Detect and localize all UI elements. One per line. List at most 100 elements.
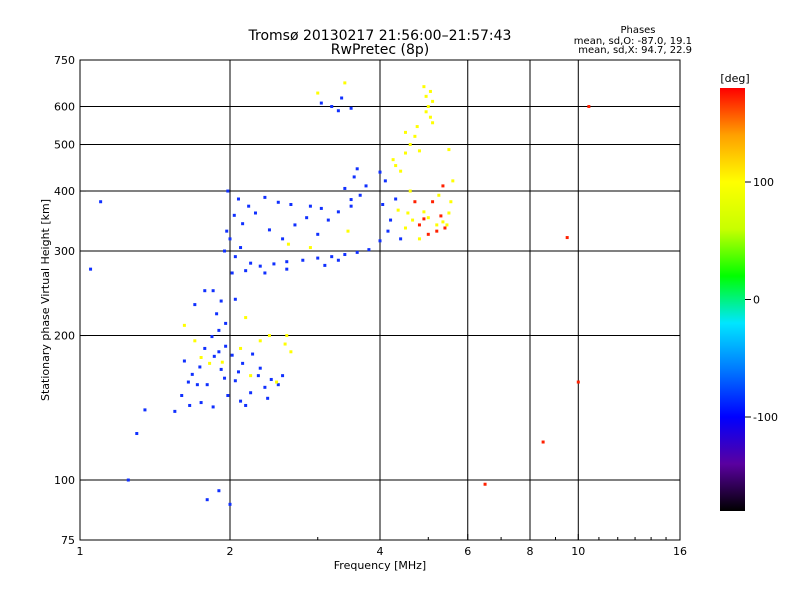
- data-point: [343, 253, 347, 257]
- data-point: [445, 223, 449, 227]
- data-point: [99, 200, 103, 204]
- data-point: [228, 237, 232, 241]
- data-point: [244, 403, 248, 407]
- data-point: [230, 353, 234, 357]
- data-point: [217, 489, 221, 493]
- data-point: [435, 223, 439, 227]
- data-point: [211, 405, 215, 409]
- data-point: [378, 170, 382, 174]
- data-point: [289, 350, 293, 354]
- colorbar-label: [deg]: [720, 72, 749, 85]
- data-point: [220, 360, 224, 364]
- data-point: [340, 96, 344, 100]
- data-point: [241, 222, 245, 226]
- colorbar-tick-label: -100: [753, 411, 778, 424]
- data-point: [251, 352, 255, 356]
- data-point: [343, 81, 347, 85]
- data-point: [447, 211, 451, 215]
- data-point: [426, 105, 430, 109]
- data-point: [358, 193, 362, 197]
- data-point: [330, 255, 334, 259]
- y-tick-label: 500: [54, 139, 75, 152]
- data-point: [263, 385, 267, 389]
- data-point: [182, 359, 186, 363]
- data-point: [403, 130, 407, 134]
- axis-ticks: 1 2 4 6 8 10 16 75 100 200 300 400 500 600 750: [54, 54, 687, 558]
- data-point: [249, 374, 253, 378]
- data-point: [355, 167, 359, 171]
- data-point: [210, 335, 214, 339]
- y-tick-label: 400: [54, 185, 75, 198]
- data-point: [212, 354, 216, 358]
- data-point: [285, 260, 289, 264]
- y-tick-label: 600: [54, 101, 75, 114]
- data-point: [403, 151, 407, 155]
- data-point: [232, 213, 236, 217]
- y-tick-label: 75: [61, 534, 75, 547]
- data-point: [203, 289, 207, 293]
- data-point: [249, 391, 253, 395]
- data-point: [330, 105, 334, 109]
- data-point: [305, 216, 309, 220]
- data-point: [236, 370, 240, 374]
- data-point: [247, 204, 251, 208]
- data-point: [215, 312, 219, 316]
- data-point: [199, 401, 203, 405]
- data-point: [173, 409, 177, 413]
- data-point: [286, 242, 290, 246]
- data-point: [415, 125, 419, 129]
- data-point: [422, 210, 426, 214]
- data-point: [316, 256, 320, 260]
- data-point: [195, 383, 199, 387]
- data-point: [417, 237, 421, 241]
- data-point: [422, 85, 426, 89]
- data-point: [408, 189, 412, 193]
- data-point: [403, 226, 407, 230]
- data-point: [301, 258, 305, 262]
- data-point: [355, 250, 359, 254]
- data-point: [226, 394, 230, 398]
- data-point: [267, 334, 271, 338]
- data-point: [244, 316, 248, 320]
- data-point: [135, 432, 139, 436]
- x-tick-label: 1: [77, 545, 84, 558]
- data-point: [319, 101, 323, 105]
- data-point: [225, 229, 229, 233]
- data-point: [269, 377, 273, 381]
- data-point: [326, 218, 330, 222]
- data-point: [352, 175, 356, 179]
- data-point: [417, 223, 421, 227]
- data-point: [267, 228, 271, 232]
- data-point: [349, 204, 353, 208]
- data-point: [219, 299, 223, 303]
- data-point: [364, 184, 368, 188]
- x-tick-label: 10: [571, 545, 585, 558]
- data-point: [447, 148, 451, 152]
- data-point: [281, 237, 285, 241]
- data-point: [258, 264, 262, 268]
- data-point: [276, 200, 280, 204]
- data-point: [285, 267, 289, 271]
- y-tick-label: 100: [54, 474, 75, 487]
- data-point: [258, 366, 262, 370]
- data-point: [223, 249, 227, 253]
- data-point: [413, 200, 417, 204]
- data-point: [336, 109, 340, 113]
- data-point: [408, 143, 412, 147]
- data-point: [211, 289, 215, 293]
- data-point: [411, 218, 415, 222]
- data-point: [283, 342, 287, 346]
- data-point: [263, 271, 267, 275]
- data-point: [316, 91, 320, 95]
- data-point: [367, 248, 371, 252]
- data-point: [389, 218, 393, 222]
- data-point: [203, 346, 207, 350]
- data-point: [236, 197, 240, 201]
- data-point: [285, 334, 289, 338]
- data-point: [396, 208, 400, 212]
- data-point: [439, 214, 443, 218]
- colorbar-ticks: -100 0 100: [745, 176, 778, 424]
- data-point: [205, 498, 209, 502]
- data-point: [431, 200, 435, 204]
